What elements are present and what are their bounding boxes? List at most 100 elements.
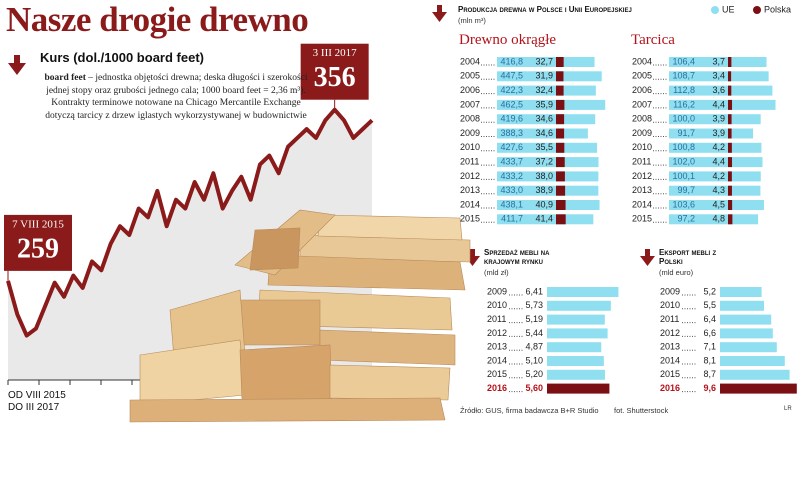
y-tick-label: 2006 [460, 85, 480, 95]
bar [556, 85, 564, 96]
chart-title: Eksport mebli z Polski [659, 248, 717, 266]
y-tick-label: 2010 [460, 142, 480, 152]
data-label: 416,8 [500, 56, 523, 66]
bar [669, 157, 763, 168]
bar [728, 214, 733, 225]
data-label: 91,7 [677, 128, 695, 138]
bar [547, 287, 619, 297]
data-label: 4,8 [712, 214, 725, 224]
y-tick-label: 2012 [632, 171, 652, 181]
data-label: 35,9 [535, 99, 553, 109]
bar [720, 328, 773, 339]
y-tick-label: 2007 [632, 99, 652, 109]
data-label: 5,19 [525, 314, 543, 324]
data-label: 41,4 [535, 214, 553, 224]
bar [728, 128, 732, 139]
data-label: 433,7 [500, 156, 523, 166]
data-label: 35,5 [535, 142, 553, 152]
data-label: 4,2 [712, 142, 725, 152]
data-label: 112,8 [673, 85, 695, 95]
y-tick-label: 2012 [660, 328, 680, 338]
bar [547, 300, 611, 311]
bar [720, 356, 785, 366]
bar [547, 383, 610, 394]
data-label: 31,9 [535, 71, 553, 81]
bar [720, 369, 790, 380]
y-tick-label: 2012 [460, 171, 480, 181]
data-label: 5,44 [525, 328, 543, 338]
bar [497, 214, 594, 225]
y-tick-label: 2010 [632, 142, 652, 152]
annotation-value: 259 [17, 233, 59, 264]
bar [556, 57, 564, 67]
data-label: 9,6 [703, 383, 716, 393]
y-tick-label: 2015 [660, 369, 680, 379]
data-label: 100,8 [672, 142, 695, 152]
y-tick-label: 2010 [660, 300, 680, 310]
y-tick-label: 2006 [632, 85, 652, 95]
data-label: 4,2 [712, 171, 725, 181]
y-tick-label: 2016 [660, 383, 680, 393]
data-label: 106,4 [672, 56, 695, 66]
data-label: 100,1 [672, 171, 695, 181]
bar [669, 185, 761, 196]
bar [669, 85, 773, 96]
bar [497, 157, 599, 168]
bar [556, 71, 564, 82]
y-tick-label: 2012 [487, 328, 507, 338]
chart-subtitle: (mld euro) [659, 268, 694, 277]
annotation-box [300, 43, 369, 100]
data-label: 433,2 [500, 171, 523, 181]
bar [669, 128, 754, 139]
data-label: 3,9 [712, 128, 725, 138]
y-tick-label: 2009 [632, 128, 652, 138]
bar [547, 314, 605, 325]
y-tick-label: 2015 [460, 214, 480, 224]
photo-credit: fot. Shutterstock [614, 406, 669, 415]
chart-subtitle: (mld zł) [484, 268, 509, 277]
bar [547, 356, 604, 366]
data-label: 5,10 [525, 355, 543, 365]
bar [497, 200, 600, 210]
y-tick-label: 2011 [460, 156, 479, 166]
data-label: 447,5 [500, 71, 523, 81]
bar [556, 142, 565, 153]
bar [497, 85, 596, 96]
y-tick-label: 2013 [460, 185, 480, 195]
legend-label: UE [722, 4, 735, 14]
y-tick-label: 2004 [632, 56, 652, 66]
data-label: 4,87 [525, 342, 543, 352]
bar [497, 171, 599, 182]
bar [556, 157, 565, 168]
bar [556, 214, 566, 225]
bar [728, 114, 732, 125]
data-label: 99,7 [677, 185, 695, 195]
data-label: 5,2 [703, 286, 716, 296]
data-label: 5,60 [525, 383, 543, 393]
y-tick-label: 2015 [632, 214, 652, 224]
data-label: 5,73 [525, 300, 543, 310]
source: Źródło: GUS, firma badawcza B+R Studio [460, 406, 599, 415]
y-tick-label: 2007 [460, 99, 480, 109]
data-label: 3,9 [712, 114, 725, 124]
legend-swatch [711, 6, 719, 14]
data-label: 3,7 [712, 56, 725, 66]
data-label: 3,4 [712, 71, 725, 81]
data-label: 433,0 [500, 185, 523, 195]
data-label: 427,6 [500, 142, 523, 152]
y-tick-label: 2014 [460, 199, 480, 209]
data-label: 3,6 [712, 85, 725, 95]
x-label-line: DO III 2017 [8, 402, 60, 413]
data-label: 34,6 [535, 128, 553, 138]
bar [669, 200, 764, 210]
data-label: 4,4 [712, 156, 725, 166]
bar [556, 171, 565, 182]
y-tick-label: 2005 [460, 71, 480, 81]
bar [556, 99, 565, 110]
data-label: 97,2 [677, 214, 695, 224]
y-tick-label: 2016 [487, 383, 507, 393]
bar [728, 185, 732, 196]
bar [547, 328, 608, 339]
data-label: 32,4 [535, 85, 553, 95]
